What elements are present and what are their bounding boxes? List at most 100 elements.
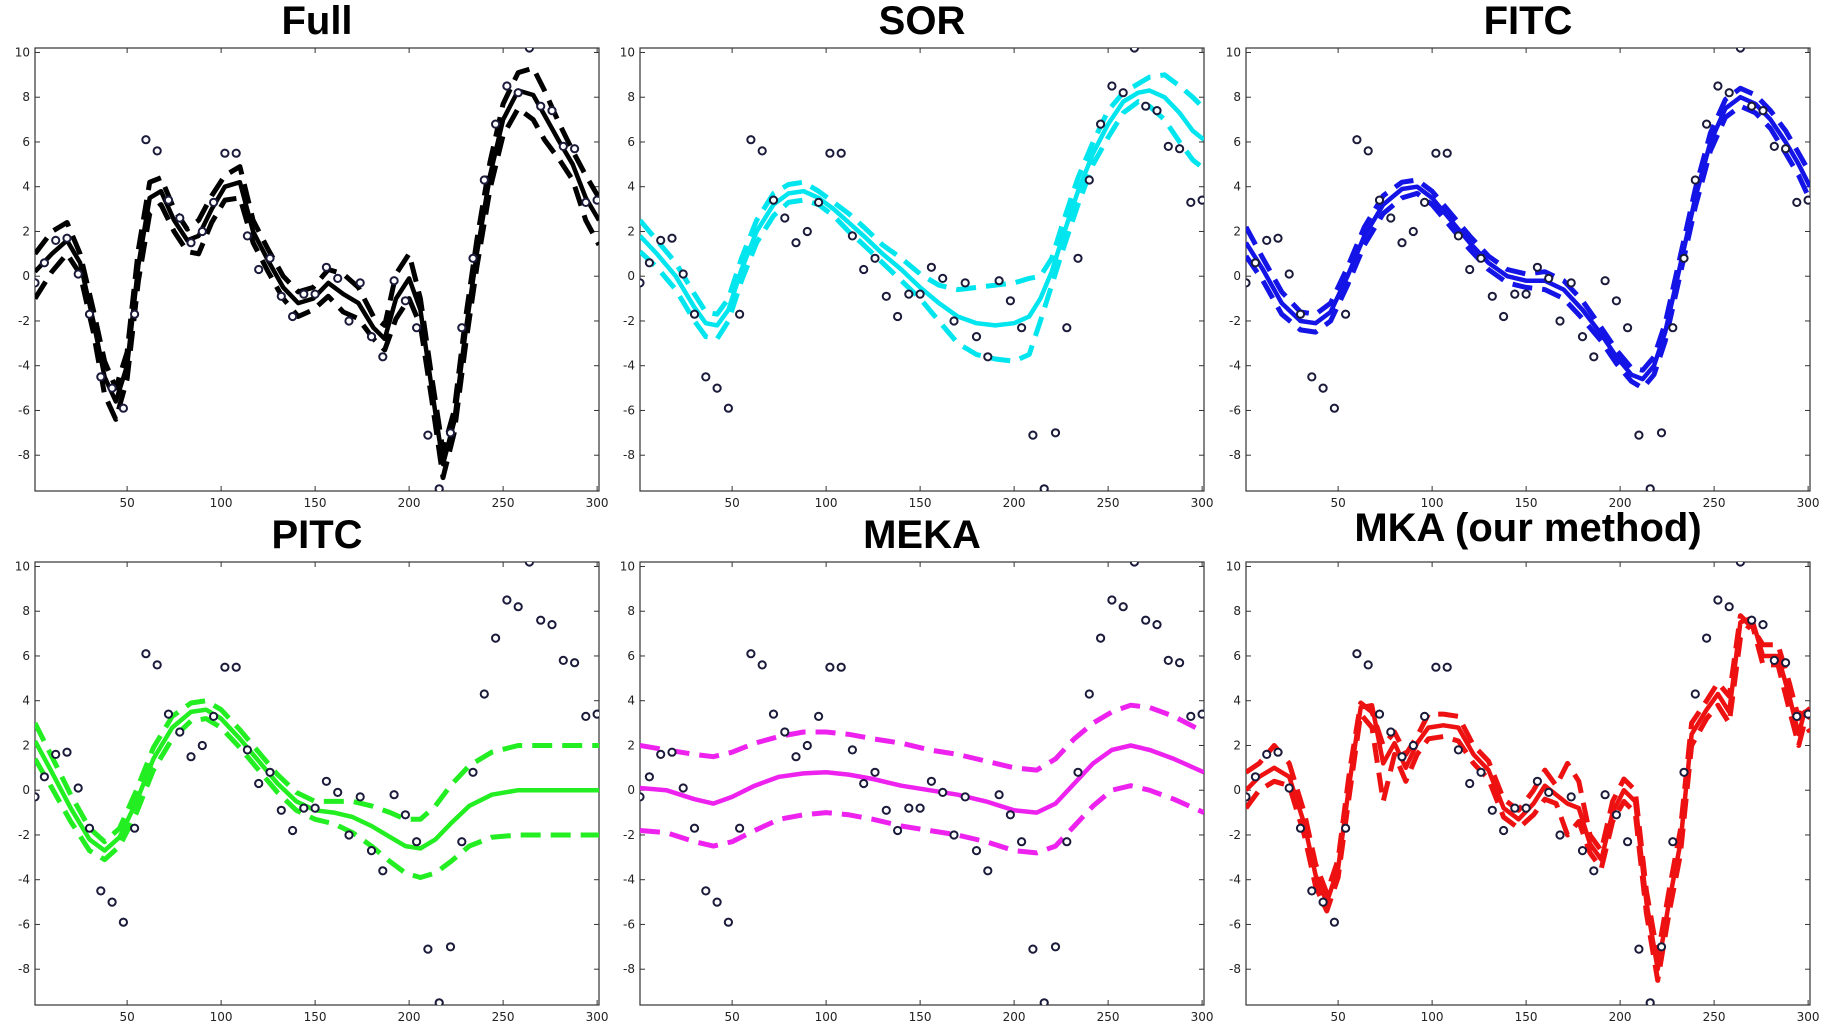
observation-point	[712, 897, 722, 907]
observation-point	[378, 352, 388, 362]
panel-full: Full -8 -6 -4 -2 0 2 4 6 8 10 50 100 150 200 250 300	[15, 0, 609, 510]
observation-point	[1679, 253, 1689, 263]
observation-point	[960, 792, 970, 802]
observation-point	[926, 776, 937, 786]
observation-point	[1679, 767, 1689, 777]
observation-point	[1420, 711, 1430, 722]
observation-point	[355, 792, 365, 802]
observation-point	[938, 787, 948, 798]
observation-point	[107, 383, 117, 393]
y-tick-label: -2	[623, 314, 635, 328]
observation-point	[1262, 235, 1272, 245]
x-tick-label: 150	[909, 496, 932, 510]
observation-point	[524, 48, 534, 53]
observation-point	[400, 810, 410, 820]
y-tick-label: 8	[22, 604, 30, 618]
y-tick-label: -4	[18, 359, 30, 373]
observation-point	[570, 658, 580, 668]
observation-point	[1152, 620, 1162, 630]
y-tick-label: 10	[1226, 559, 1241, 573]
observation-point	[1107, 81, 1117, 91]
observation-point	[1084, 689, 1094, 699]
observation-point	[1634, 430, 1644, 440]
observation-point	[678, 783, 688, 793]
observation-point	[1634, 944, 1644, 954]
x-tick-label: 300	[586, 496, 609, 510]
x-tick-label: 300	[1797, 1010, 1820, 1024]
y-tick-label: 0	[1233, 783, 1241, 797]
panel-title-full: Full	[281, 0, 352, 43]
y-tick-label: -8	[1229, 448, 1241, 462]
observation-point	[51, 749, 61, 760]
observation-point	[1118, 602, 1128, 612]
observation-point	[1039, 998, 1049, 1005]
observation-point	[445, 942, 456, 952]
observation-point	[1250, 772, 1261, 782]
x-tick-label: 200	[1003, 1010, 1026, 1024]
observation-point	[825, 148, 835, 158]
observation-point	[780, 213, 790, 223]
observation-point	[1408, 226, 1418, 237]
observation-point	[445, 428, 456, 438]
x-tick-label: 100	[210, 1010, 233, 1024]
observation-point	[1152, 106, 1162, 116]
observation-point	[536, 615, 546, 625]
observation-point	[949, 316, 959, 326]
upper-bound-line	[1246, 85, 1810, 373]
observation-point	[254, 778, 264, 789]
observation-point	[186, 752, 196, 762]
observation-point	[1769, 655, 1779, 666]
observation-point	[994, 276, 1004, 286]
x-tick-label: 150	[909, 1010, 932, 1024]
observation-point	[1050, 428, 1061, 438]
y-tick-label: 4	[627, 180, 635, 194]
observation-point	[412, 323, 422, 333]
observation-point	[1442, 662, 1452, 672]
y-tick-label: -2	[1229, 314, 1241, 328]
observation-point	[667, 747, 677, 757]
y-tick-label: 2	[22, 738, 30, 752]
observation-point	[1295, 309, 1306, 319]
plot-area	[639, 561, 1205, 1006]
observation-point	[231, 662, 241, 672]
x-tick-label: 250	[492, 496, 515, 510]
observation-point	[479, 175, 489, 185]
observation-point	[780, 727, 790, 737]
observation-point	[62, 747, 72, 757]
y-tick-label: -2	[18, 828, 30, 842]
observation-point	[1589, 352, 1599, 362]
observation-point	[209, 197, 219, 207]
observation-point	[836, 662, 846, 672]
observation-point	[1747, 101, 1757, 111]
observation-point	[960, 278, 970, 288]
observation-point	[1600, 276, 1610, 286]
y-tick-label: -4	[623, 873, 635, 887]
observation-point	[926, 262, 937, 272]
observation-point	[870, 767, 880, 777]
observation-point	[502, 81, 512, 91]
observation-point	[141, 649, 151, 659]
observation-point	[1307, 372, 1317, 382]
y-tick-label: -6	[623, 403, 635, 417]
observation-point	[1062, 837, 1072, 847]
observation-point	[1555, 316, 1565, 326]
observation-point	[735, 823, 745, 833]
observation-point	[96, 886, 106, 896]
observation-point	[1803, 709, 1810, 719]
observation-point	[220, 662, 230, 672]
observation-point	[949, 830, 959, 840]
observation-point	[1017, 837, 1027, 847]
observation-point	[1408, 740, 1418, 751]
x-tick-label: 300	[1191, 1010, 1214, 1024]
observation-point	[689, 823, 700, 833]
observation-point	[491, 119, 501, 129]
observation-point	[513, 88, 523, 98]
observation-point	[1713, 81, 1723, 91]
observation-point	[735, 309, 745, 319]
observation-point	[1197, 709, 1204, 719]
observation-point	[1442, 148, 1452, 158]
observation-point	[1318, 897, 1328, 907]
x-tick-label: 100	[210, 496, 233, 510]
x-tick-label: 50	[724, 1010, 739, 1024]
mean-line	[1246, 94, 1810, 382]
